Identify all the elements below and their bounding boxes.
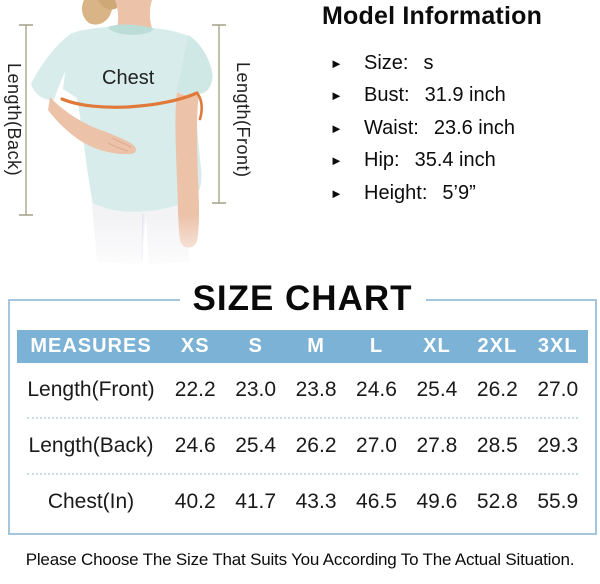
bullet-arrow-icon: ► xyxy=(330,153,343,169)
list-item-hip: ► Hip: 35.4 inch xyxy=(322,145,597,178)
column-header-l: L xyxy=(369,335,384,357)
table-cell: 22.2 xyxy=(174,378,216,401)
hip-value: 35.4 inch xyxy=(414,149,496,172)
table-cell: 27.0 xyxy=(537,378,579,401)
bullet-arrow-icon: ► xyxy=(330,185,343,201)
height-value: 5’9” xyxy=(442,181,476,204)
list-item-waist: ► Waist: 23.6 inch xyxy=(322,112,597,145)
bust-value: 31.9 inch xyxy=(424,84,506,107)
column-header-m: M xyxy=(307,335,325,357)
length-back-measure-line xyxy=(19,24,33,216)
model-figure-illustration xyxy=(0,0,265,280)
table-cell: 41.7 xyxy=(235,490,277,513)
chest-tape-line xyxy=(60,91,199,109)
height-label: Height: xyxy=(364,181,428,204)
table-cell: 43.3 xyxy=(295,490,337,513)
row-separator xyxy=(27,473,578,475)
waist-value: 23.6 inch xyxy=(433,116,515,139)
table-row-chest: Chest(In) 40.2 41.7 43.3 46.5 49.6 52.8 … xyxy=(17,475,588,529)
bullet-arrow-icon: ► xyxy=(330,120,343,136)
bust-label: Bust: xyxy=(364,84,410,107)
table-cell: 25.4 xyxy=(235,434,277,457)
hip-label: Hip: xyxy=(364,149,400,172)
bullet-arrow-icon: ► xyxy=(330,88,343,104)
table-cell: 26.2 xyxy=(476,378,518,401)
table-cell: 24.6 xyxy=(174,434,216,457)
model-photo: Length(Back) Length(Front) Chest xyxy=(0,0,265,280)
model-information-list: ► Size: s ► Bust: 31.9 inch ► Waist: 23.… xyxy=(322,47,597,210)
table-cell: 27.0 xyxy=(356,434,397,457)
length-back-label: Length(Back) xyxy=(4,63,24,177)
column-header-2xl: 2XL xyxy=(477,335,518,357)
size-chart-section: SIZE CHART MEASURES XS S M L XL 2XL 3XL … xyxy=(8,279,597,535)
table-cell: 26.2 xyxy=(295,434,337,457)
list-item-size: ► Size: s xyxy=(322,47,597,80)
column-header-xs: XS xyxy=(180,335,210,357)
table-cell: 25.4 xyxy=(416,378,458,401)
table-cell: 24.6 xyxy=(356,378,397,401)
table-cell: 23.8 xyxy=(295,378,337,401)
table-row-length-back: Length(Back) 24.6 25.4 26.2 27.0 27.8 28… xyxy=(17,419,588,473)
waist-label: Waist: xyxy=(364,116,419,139)
table-cell: 29.3 xyxy=(537,434,579,457)
footer-note: Please Choose The Size That Suits You Ac… xyxy=(25,550,575,569)
length-front-measure-line xyxy=(212,24,226,204)
bullet-arrow-icon: ► xyxy=(330,55,343,71)
table-cell: 55.9 xyxy=(537,490,579,513)
table-cell: 28.5 xyxy=(476,434,518,457)
model-information-title: Model Information xyxy=(322,2,543,30)
table-cell: 23.0 xyxy=(235,378,277,401)
table-cell: 40.2 xyxy=(174,490,216,513)
model-information-section: Model Information ► Size: s ► Bust: 31.9… xyxy=(322,0,597,210)
table-cell: 52.8 xyxy=(476,490,518,513)
size-chart-table: MEASURES XS S M L XL 2XL 3XL Length(Fron… xyxy=(17,330,588,529)
table-cell: 27.8 xyxy=(416,434,458,457)
table-cell: 46.5 xyxy=(356,490,397,513)
column-header-xl: XL xyxy=(423,335,451,357)
table-row-length-front: Length(Front) 22.2 23.0 23.8 24.6 25.4 2… xyxy=(17,363,588,417)
list-item-bust: ► Bust: 31.9 inch xyxy=(322,80,597,113)
column-header-3xl: 3XL xyxy=(537,335,578,357)
length-front-label: Length(Front) xyxy=(233,62,253,178)
list-item-height: ► Height: 5’9” xyxy=(322,177,597,210)
row-label: Chest(In) xyxy=(47,490,135,513)
chest-label: Chest xyxy=(102,67,155,89)
table-cell: 49.6 xyxy=(416,490,458,513)
column-header-measures: MEASURES xyxy=(30,335,152,357)
row-separator xyxy=(27,417,578,419)
size-value: s xyxy=(423,51,434,74)
size-chart-title: SIZE CHART xyxy=(179,279,426,319)
column-header-s: S xyxy=(248,335,263,357)
size-label: Size: xyxy=(364,51,409,74)
row-label: Length(Front) xyxy=(27,378,155,401)
row-label: Length(Back) xyxy=(28,434,154,457)
table-header-row: MEASURES XS S M L XL 2XL 3XL xyxy=(17,330,588,363)
